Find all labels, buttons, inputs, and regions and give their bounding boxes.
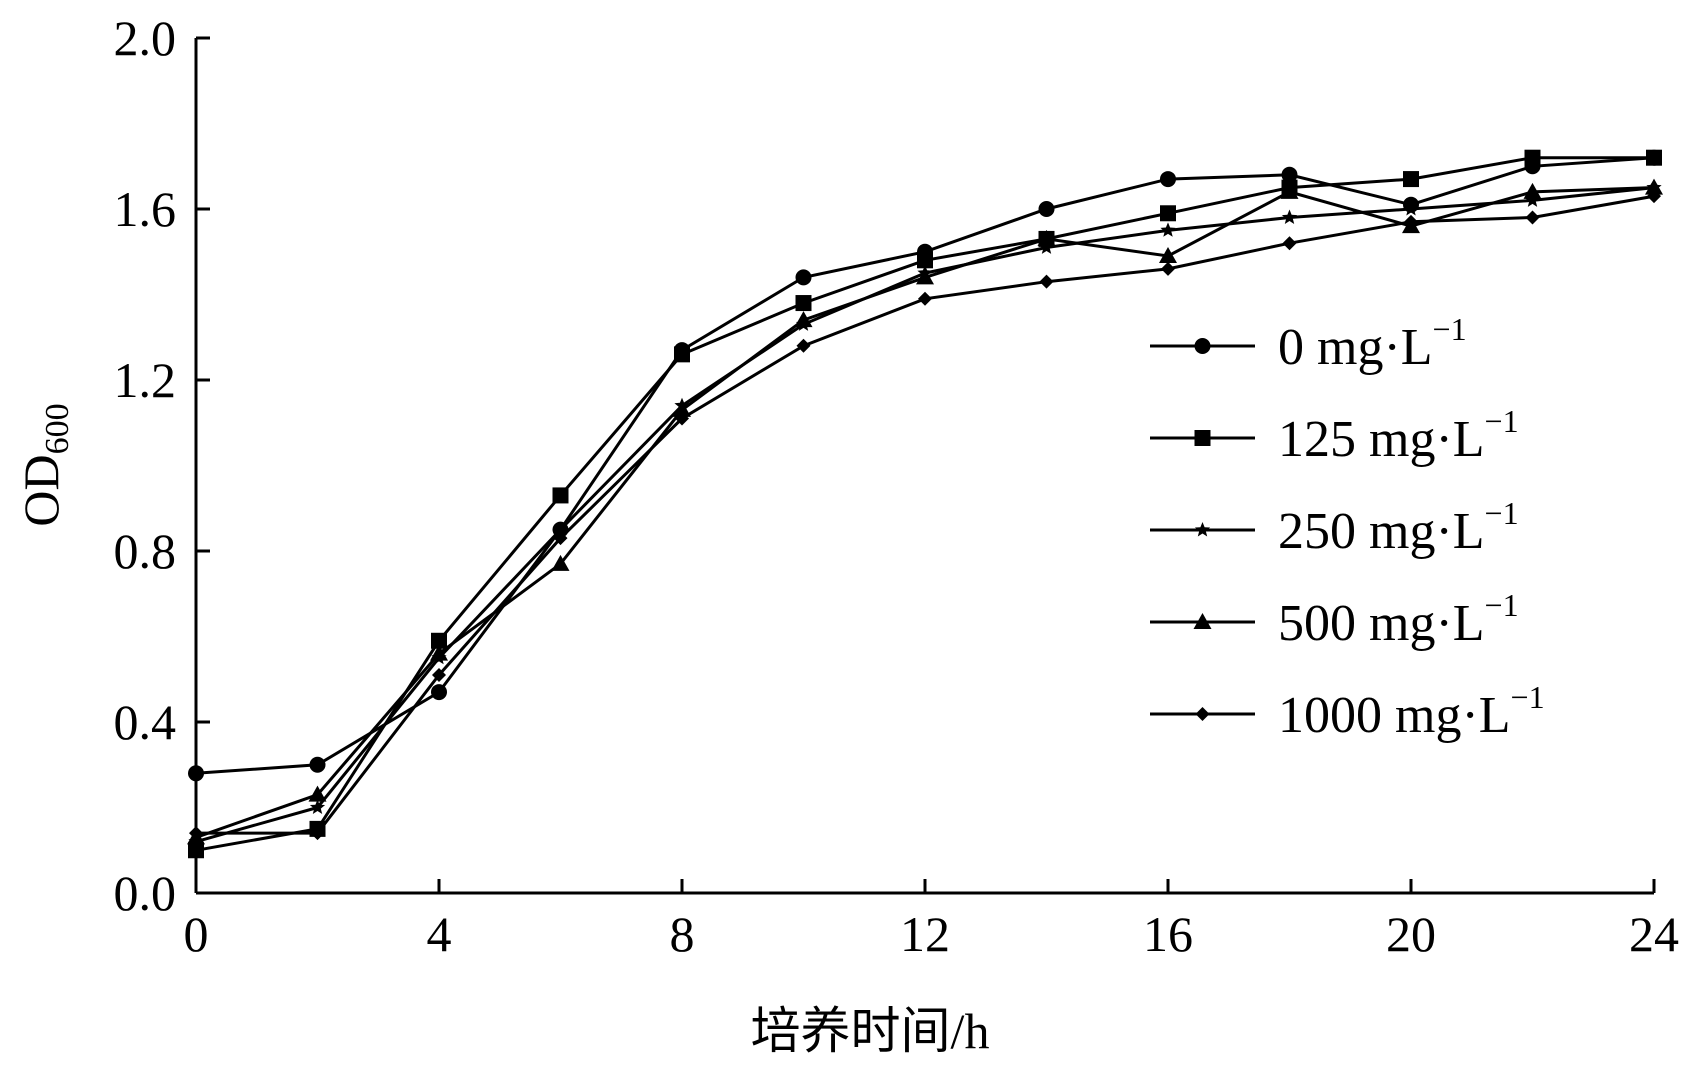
data-point <box>1160 222 1176 237</box>
data-point <box>1161 261 1175 276</box>
data-point <box>1039 274 1054 289</box>
legend-marker <box>1193 613 1212 629</box>
y-axis-title-main: OD <box>13 454 69 526</box>
y-axis-title: OD600 <box>13 403 76 526</box>
x-tick-label: 12 <box>900 906 950 962</box>
y-tick-label: 2.0 <box>114 10 177 66</box>
legend-marker <box>1194 522 1211 537</box>
data-point <box>552 487 569 504</box>
legend-label-text: 0 mg·L <box>1278 319 1433 376</box>
data-point <box>917 252 933 269</box>
data-point <box>1525 210 1540 225</box>
data-point <box>674 346 690 363</box>
data-point <box>1646 149 1662 166</box>
legend-label: 1000 mg·L−1 <box>1278 679 1545 744</box>
legend-entry: 250 mg·L−1 <box>1150 495 1519 560</box>
y-tick-label: 0.8 <box>114 523 177 579</box>
data-point <box>553 531 568 546</box>
legend-label-text: 125 mg·L <box>1278 411 1485 468</box>
data-point <box>794 311 813 328</box>
axes: 0.0 0.4 0.8 1.2 1.6 2.0 0 4 8 12 16 20 24 <box>114 10 1680 962</box>
data-point <box>1647 189 1661 204</box>
legend-marker <box>1194 430 1211 446</box>
legend-label-superscript: −1 <box>1485 587 1519 623</box>
data-point <box>431 684 447 701</box>
data-point <box>918 291 932 306</box>
series-4 <box>189 189 1661 841</box>
data-point <box>188 765 204 782</box>
x-tick-label: 0 <box>184 906 209 962</box>
y-tick-label: 1.6 <box>114 181 177 237</box>
data-point <box>552 521 569 537</box>
legend-label: 0 mg·L−1 <box>1278 311 1467 376</box>
data-point <box>1523 182 1542 199</box>
legend-label-superscript: −1 <box>1433 311 1467 347</box>
legend-entry: 0 mg·L−1 <box>1150 311 1467 376</box>
data-point <box>189 826 203 841</box>
data-point <box>795 269 812 286</box>
x-tick-label: 16 <box>1143 906 1193 962</box>
x-tick-label: 4 <box>427 906 452 962</box>
data-point <box>796 338 811 353</box>
data-point <box>1037 229 1056 246</box>
data-point <box>1281 166 1298 183</box>
legend-label-text: 1000 mg·L <box>1278 687 1511 744</box>
data-point <box>309 799 326 814</box>
data-point <box>1403 171 1419 188</box>
data-point <box>1159 247 1177 264</box>
data-point <box>308 785 327 802</box>
data-point <box>1160 171 1176 188</box>
data-point <box>310 826 325 841</box>
x-tick-label: 24 <box>1629 906 1679 962</box>
data-point <box>1282 236 1297 251</box>
legend-label-text: 250 mg·L <box>1278 503 1485 560</box>
data-point <box>675 411 689 426</box>
series-layer <box>187 149 1663 859</box>
legend-label: 125 mg·L−1 <box>1278 403 1519 468</box>
legend-label: 500 mg·L−1 <box>1278 587 1519 652</box>
data-point <box>431 632 447 649</box>
y-axis-title-subscript: 600 <box>39 403 76 454</box>
data-point <box>432 667 446 682</box>
legend-label-superscript: −1 <box>1511 679 1545 715</box>
data-point <box>1038 201 1055 217</box>
data-point <box>1404 214 1418 229</box>
y-tick-label: 0.4 <box>114 694 177 750</box>
data-point <box>309 756 326 773</box>
legend-marker <box>1194 338 1211 354</box>
data-point <box>1403 201 1419 216</box>
data-point <box>1645 178 1663 195</box>
data-point <box>1524 192 1541 207</box>
legend-label-superscript: −1 <box>1485 495 1519 531</box>
data-point <box>430 644 448 661</box>
data-point <box>795 295 812 312</box>
x-tick-label: 8 <box>670 906 695 962</box>
data-point <box>1280 182 1299 199</box>
legend-label-text: 500 mg·L <box>1278 595 1485 652</box>
y-tick-label: 0.0 <box>114 865 177 921</box>
legend-label: 250 mg·L−1 <box>1278 495 1519 560</box>
data-point <box>1038 239 1055 254</box>
data-point <box>673 400 691 417</box>
legend-entry: 1000 mg·L−1 <box>1150 679 1545 744</box>
data-point <box>1160 205 1176 222</box>
y-tick-label: 1.2 <box>114 352 177 408</box>
data-point <box>1281 209 1298 224</box>
data-point <box>916 268 934 285</box>
data-point <box>551 554 570 571</box>
x-tick-label: 20 <box>1386 906 1436 962</box>
x-axis-title: 培养时间/h <box>751 1003 990 1059</box>
legend-entry: 125 mg·L−1 <box>1150 403 1519 468</box>
legend-label-superscript: −1 <box>1485 403 1519 439</box>
legend-entry: 500 mg·L−1 <box>1150 587 1519 652</box>
data-point <box>1524 149 1541 166</box>
legend-marker <box>1195 707 1210 721</box>
